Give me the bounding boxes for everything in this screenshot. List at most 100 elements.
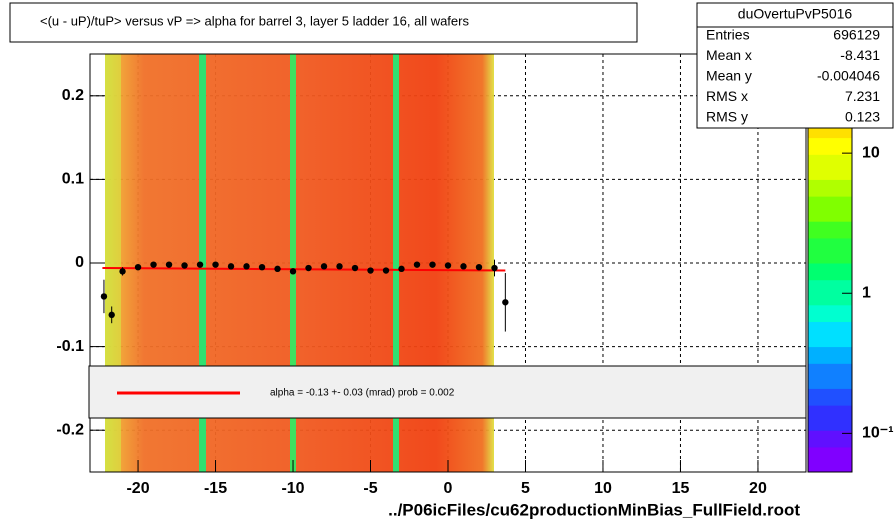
point	[134, 263, 142, 271]
palette-cell	[808, 354, 852, 364]
palette-cell	[808, 371, 852, 381]
x-tick-label: 10	[594, 480, 612, 497]
palette-cell	[808, 229, 852, 239]
point	[100, 293, 108, 300]
point	[444, 262, 452, 269]
y-tick-label: -0.2	[56, 421, 84, 438]
point	[502, 299, 509, 306]
palette-cell	[808, 313, 852, 323]
palette-cell	[808, 380, 852, 389]
x-tick-label: 5	[521, 480, 530, 497]
point	[305, 264, 312, 272]
x-tick-label: -15	[204, 480, 227, 497]
stats-label: Mean x	[706, 47, 752, 63]
palette-cell	[808, 179, 852, 189]
fit-line	[102, 267, 506, 272]
y-tick-label: 0	[75, 254, 84, 271]
point	[475, 263, 483, 271]
point	[196, 261, 204, 268]
stats-value: -0.004046	[817, 68, 880, 84]
palette-cell	[808, 338, 852, 348]
palette-cell	[808, 129, 852, 139]
palette-cell	[808, 254, 852, 264]
point	[212, 261, 219, 268]
point	[351, 264, 359, 272]
point	[258, 263, 266, 271]
palette-cell	[808, 137, 852, 147]
y-tick-label: 0.2	[62, 87, 84, 104]
palette-cell	[808, 430, 852, 440]
z-tick-label: 10⁻¹	[862, 425, 894, 442]
palette-cell	[808, 145, 852, 155]
x-tick-label: -10	[281, 480, 304, 497]
footer: ../P06icFiles/cu62productionMinBias_Full…	[388, 500, 800, 519]
stats-value: 696129	[833, 27, 880, 43]
palette-cell	[808, 154, 852, 164]
palette-cell	[808, 171, 852, 180]
y-tick-label: 0.1	[62, 171, 84, 188]
point	[243, 263, 250, 270]
point	[429, 261, 436, 268]
point	[181, 262, 188, 269]
point	[165, 261, 173, 268]
chart-title: <(u - uP)/tuP> versus vP => alpha for ba…	[40, 13, 469, 28]
palette-cell	[808, 438, 852, 448]
palette-cell	[808, 187, 852, 197]
point	[274, 265, 281, 273]
point	[289, 268, 297, 275]
stats-box	[696, 2, 894, 129]
stats-value: -8.431	[840, 47, 880, 63]
palette-cell	[808, 321, 852, 331]
palette-cell	[808, 237, 852, 247]
palette-cell	[808, 204, 852, 214]
palette-cell	[808, 196, 852, 205]
x-tick-label: 20	[749, 480, 767, 497]
point	[150, 261, 157, 268]
palette-cell	[808, 421, 852, 431]
stats-label: Entries	[706, 27, 750, 43]
palette-cell	[808, 413, 852, 423]
palette-cell	[808, 304, 852, 314]
palette-cell	[808, 446, 852, 456]
point	[460, 263, 467, 270]
palette-cell	[808, 279, 852, 289]
palette-cell	[808, 271, 852, 281]
palette-cell	[808, 346, 852, 356]
x-tick-label: -5	[363, 480, 377, 497]
z-tick-label: 10	[862, 144, 880, 161]
palette-cell	[808, 396, 852, 406]
point	[119, 268, 126, 275]
stats-label: RMS y	[706, 109, 748, 125]
palette-cell	[808, 162, 852, 172]
y-tick-label: -0.1	[56, 338, 84, 355]
z-tick-label: 1	[862, 284, 871, 301]
palette-cell	[808, 296, 852, 306]
point	[227, 263, 235, 270]
palette-cell	[808, 288, 852, 297]
x-tick-label: -20	[126, 480, 149, 497]
x-tick-label: 0	[444, 480, 453, 497]
stats-value: 0.123	[845, 109, 880, 125]
point	[382, 267, 390, 274]
stats-title: duOvertuPvP5016	[738, 6, 853, 22]
point	[320, 263, 328, 270]
point	[108, 311, 115, 319]
fit-label: alpha = -0.13 +- 0.03 (mrad) prob = 0.00…	[270, 388, 455, 399]
palette-cell	[808, 221, 852, 231]
point	[336, 263, 343, 270]
palette-cell	[808, 212, 852, 222]
stats-value: 7.231	[845, 88, 880, 104]
point	[491, 264, 498, 272]
stats-label: RMS x	[706, 88, 748, 104]
palette-cell	[808, 405, 852, 414]
title-box	[9, 2, 638, 43]
point	[367, 267, 374, 274]
palette-cell	[808, 329, 852, 339]
palette-cell	[808, 246, 852, 256]
point	[413, 261, 421, 268]
palette-cell	[808, 463, 852, 473]
palette-cell	[808, 363, 852, 373]
palette-cell	[808, 263, 852, 272]
stats-label: Mean y	[706, 68, 752, 84]
